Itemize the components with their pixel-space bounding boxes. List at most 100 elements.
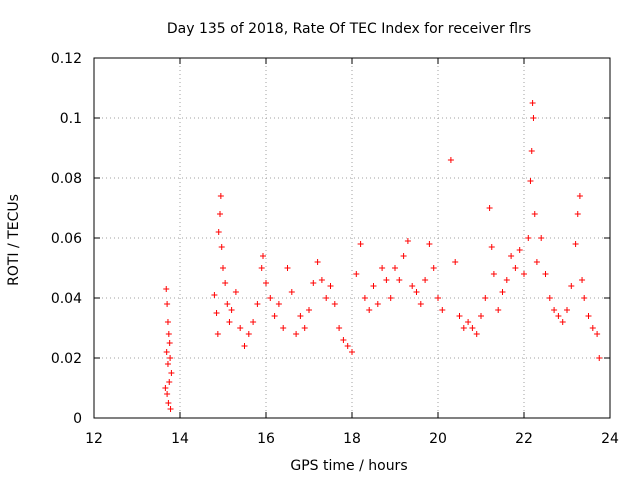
data-point <box>594 331 601 337</box>
data-point <box>306 307 312 313</box>
data-point <box>318 277 325 283</box>
data-point <box>512 265 519 271</box>
x-tick-label: 16 <box>257 431 275 447</box>
data-point <box>216 211 223 217</box>
axis-ticks <box>93 57 611 419</box>
data-point <box>581 295 588 301</box>
data-point <box>478 313 484 319</box>
data-point <box>387 295 394 301</box>
data-point <box>503 277 510 283</box>
data-point <box>589 325 596 331</box>
data-point <box>259 253 266 259</box>
x-tick-label: 12 <box>85 431 103 447</box>
x-tick-label: 20 <box>429 431 447 447</box>
data-point <box>392 265 398 271</box>
data-point <box>211 292 218 298</box>
data-point <box>521 271 527 277</box>
data-point <box>430 265 437 271</box>
data-point <box>585 313 592 319</box>
data-point <box>215 229 222 235</box>
x-tick-label: 14 <box>171 431 189 447</box>
data-point <box>310 280 317 286</box>
data-point <box>490 271 497 277</box>
data-point <box>400 253 407 259</box>
x-axis-label: GPS time / hours <box>290 458 407 474</box>
data-point <box>546 295 553 301</box>
x-tick-label: 24 <box>601 431 619 447</box>
data-point <box>267 295 274 301</box>
data-point <box>527 178 534 184</box>
data-points <box>162 100 603 412</box>
data-point <box>163 349 170 355</box>
data-point <box>288 289 295 295</box>
y-tick-label: 0.04 <box>51 291 82 307</box>
data-point <box>165 400 172 406</box>
data-point <box>422 277 429 283</box>
data-point <box>168 370 175 376</box>
data-point <box>349 349 355 355</box>
data-point <box>163 286 170 292</box>
data-point <box>579 277 586 283</box>
data-point <box>530 115 537 121</box>
data-point <box>250 319 257 325</box>
grid-lines <box>94 58 610 418</box>
data-point <box>473 331 480 337</box>
data-point <box>525 235 532 241</box>
data-point <box>297 313 304 319</box>
data-point <box>482 295 489 301</box>
data-point <box>162 385 169 391</box>
data-point <box>314 259 321 265</box>
data-point <box>336 325 343 331</box>
data-point <box>555 313 562 319</box>
data-point <box>568 283 575 289</box>
data-point <box>564 307 570 313</box>
data-point <box>576 193 583 199</box>
data-point <box>275 301 282 307</box>
data-point <box>542 271 549 277</box>
data-point <box>241 343 248 349</box>
data-point <box>164 301 171 307</box>
data-point <box>218 244 225 250</box>
data-point <box>164 361 171 367</box>
data-point <box>574 211 581 217</box>
data-point <box>271 313 278 319</box>
y-axis-label: ROTI / TECUs <box>6 194 22 286</box>
data-point <box>331 301 338 307</box>
data-point <box>213 310 220 316</box>
data-point <box>417 301 424 307</box>
y-tick-label: 0.02 <box>51 351 82 367</box>
data-point <box>353 271 360 277</box>
data-point <box>404 238 411 244</box>
data-point <box>357 241 364 247</box>
data-point <box>486 205 493 211</box>
data-point <box>237 325 244 331</box>
data-point <box>528 148 535 154</box>
data-point <box>222 280 229 286</box>
chart-title: Day 135 of 2018, Rate Of TEC Index for r… <box>167 21 531 37</box>
data-point <box>220 265 226 271</box>
y-tick-label: 0.12 <box>51 51 82 67</box>
data-point <box>245 331 252 337</box>
data-point <box>254 301 261 307</box>
data-point <box>456 313 463 319</box>
data-point <box>447 157 454 163</box>
data-point <box>538 235 545 241</box>
data-point <box>280 325 287 331</box>
data-point <box>167 355 174 361</box>
data-point <box>258 265 265 271</box>
data-point <box>495 307 502 313</box>
data-point <box>596 355 603 361</box>
data-point <box>409 283 416 289</box>
data-point <box>469 325 476 331</box>
y-tick-label: 0.08 <box>51 171 82 187</box>
data-point <box>499 289 506 295</box>
data-point <box>516 247 523 253</box>
data-point <box>164 319 171 325</box>
data-point <box>465 319 472 325</box>
data-point <box>396 277 403 283</box>
data-point <box>413 289 420 295</box>
y-tick-label: 0.06 <box>51 231 82 247</box>
data-point <box>439 307 446 313</box>
x-tick-label: 18 <box>343 431 361 447</box>
